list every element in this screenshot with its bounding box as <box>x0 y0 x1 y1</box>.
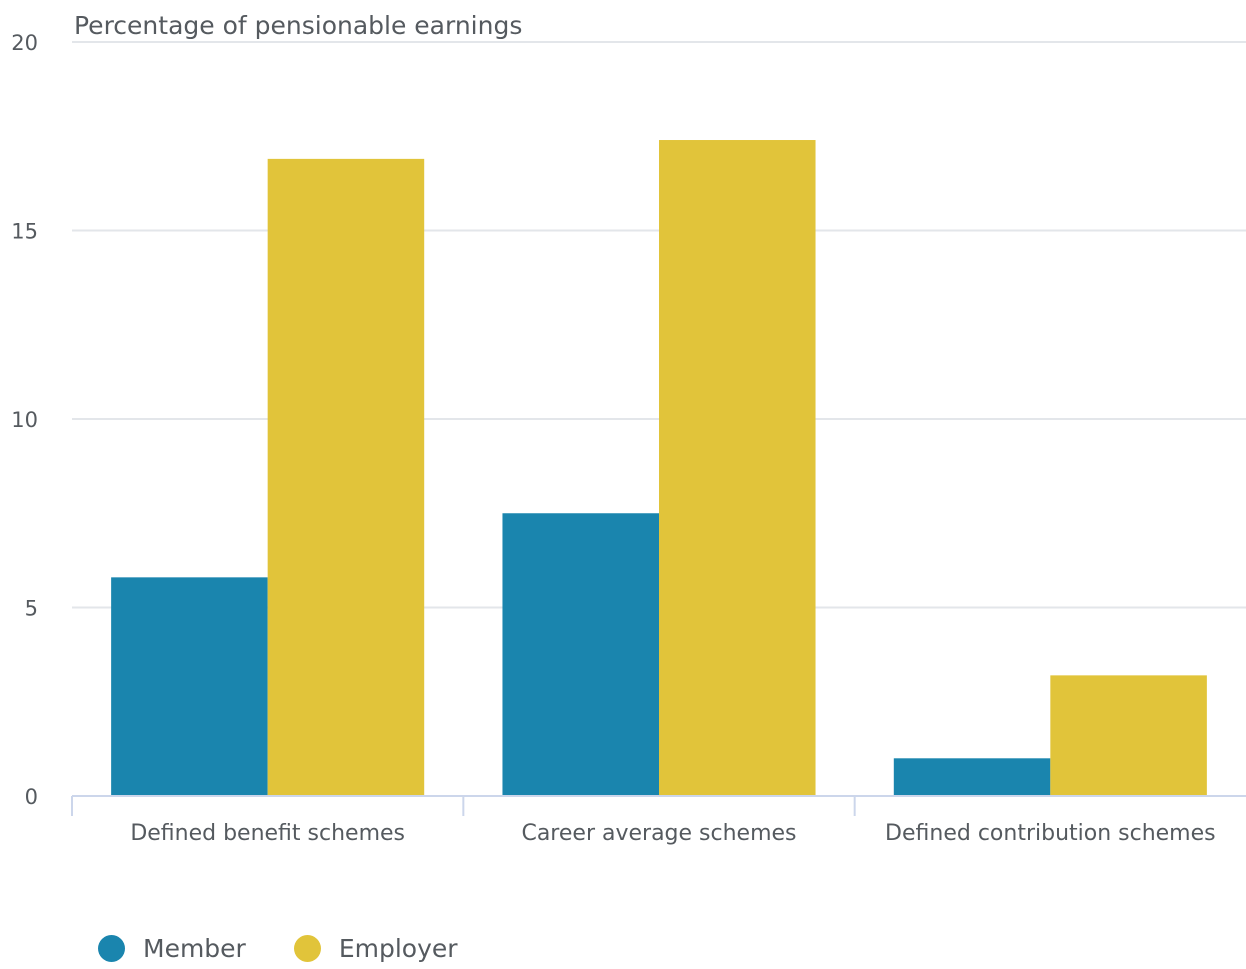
y-tick-label: 10 <box>11 408 38 432</box>
y-axis-title: Percentage of pensionable earnings <box>74 11 522 40</box>
y-tick-label: 0 <box>25 785 38 809</box>
legend-label-employer: Employer <box>338 934 458 963</box>
bar-employer-2[interactable] <box>1050 675 1207 796</box>
legend-swatch-member <box>98 935 125 962</box>
legend-item-member[interactable]: Member <box>98 934 246 963</box>
tick-labels: 0 5 10 15 20 Defined benefit schemes Career av… <box>11 31 1215 846</box>
legend-label-member: Member <box>143 934 246 963</box>
bar-member-0[interactable] <box>111 577 268 796</box>
y-tick-label: 15 <box>11 220 38 244</box>
x-category-label: Defined benefit schemes <box>130 821 405 846</box>
bar-member-2[interactable] <box>893 758 1051 796</box>
bars <box>111 140 1207 796</box>
bar-member-1[interactable] <box>502 513 659 796</box>
legend: Member Employer <box>98 934 506 963</box>
x-axis <box>71 795 1246 816</box>
bar-employer-1[interactable] <box>659 140 816 796</box>
bar-employer-0[interactable] <box>267 158 425 796</box>
x-category-label: Career average schemes <box>521 821 796 846</box>
legend-item-employer[interactable]: Employer <box>293 934 458 963</box>
legend-swatch-employer <box>293 935 321 962</box>
y-tick-label: 20 <box>11 31 38 55</box>
x-category-label: Defined contribution schemes <box>885 821 1216 846</box>
y-tick-label: 5 <box>25 597 38 621</box>
